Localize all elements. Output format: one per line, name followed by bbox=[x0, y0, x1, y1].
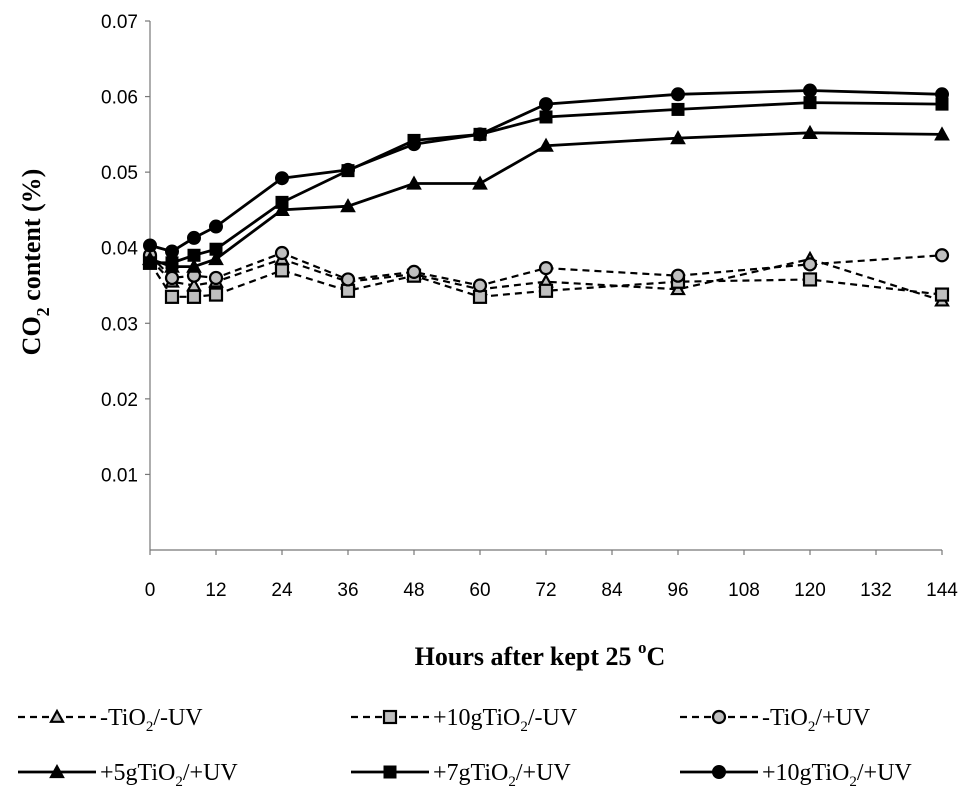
data-point bbox=[143, 256, 157, 270]
legend-marker bbox=[711, 709, 727, 725]
data-point bbox=[472, 278, 488, 293]
legend-marker bbox=[49, 708, 65, 723]
y-axis-title: CO2 content (%) bbox=[17, 169, 53, 356]
data-point bbox=[164, 270, 180, 286]
data-point bbox=[143, 238, 157, 253]
data-point bbox=[187, 230, 201, 245]
y-tick-label: 0.03 bbox=[101, 314, 138, 335]
legend-marker bbox=[49, 763, 65, 779]
data-point bbox=[274, 263, 290, 278]
legend-item: +10gTiO2/-UV bbox=[351, 705, 578, 735]
data-point bbox=[934, 248, 950, 263]
data-point bbox=[186, 258, 202, 273]
data-point bbox=[274, 201, 290, 217]
x-tick-label: 84 bbox=[601, 580, 623, 601]
data-point bbox=[406, 264, 422, 279]
series-line bbox=[149, 131, 943, 269]
y-tick-label: 0.05 bbox=[101, 163, 138, 184]
data-point bbox=[208, 251, 224, 266]
series-4 bbox=[142, 124, 950, 273]
data-point bbox=[209, 219, 223, 234]
data-point bbox=[670, 268, 686, 283]
data-point bbox=[803, 96, 817, 110]
x-tick-label: 132 bbox=[860, 580, 892, 601]
x-tick-label: 72 bbox=[535, 580, 556, 601]
data-point bbox=[934, 287, 950, 302]
legend-label: +7gTiO2/+UV bbox=[433, 760, 571, 790]
x-tick-label: 0 bbox=[145, 580, 156, 601]
x-tick-label: 12 bbox=[205, 580, 226, 601]
data-point bbox=[802, 124, 818, 139]
data-point bbox=[165, 244, 179, 259]
x-tick-label: 120 bbox=[794, 580, 826, 601]
series-6 bbox=[143, 83, 949, 259]
data-point bbox=[538, 261, 554, 276]
axes: 0.01 0.02 0.03 0.04 0.05 0.06 0.07 0 12 24 36 48 60 7… bbox=[101, 12, 958, 601]
series-5 bbox=[143, 96, 949, 270]
x-tick-label: 24 bbox=[271, 580, 293, 601]
data-point bbox=[186, 289, 202, 304]
y-tick-label: 0.01 bbox=[101, 465, 138, 486]
data-point bbox=[802, 272, 818, 287]
data-point bbox=[472, 175, 488, 190]
legend-item: +10gTiO2/+UV bbox=[680, 760, 912, 790]
data-point bbox=[275, 171, 289, 186]
data-point bbox=[275, 195, 289, 209]
series-layer bbox=[142, 83, 950, 307]
x-tick-label: 36 bbox=[337, 580, 358, 601]
data-point bbox=[406, 175, 422, 190]
legend-label: +10gTiO2/+UV bbox=[762, 760, 912, 790]
x-tick-label: 144 bbox=[926, 580, 958, 601]
x-tick-label: 108 bbox=[728, 580, 760, 601]
data-point bbox=[340, 283, 356, 298]
x-axis-title: Hours after kept 25 oC bbox=[415, 638, 666, 671]
data-point bbox=[802, 257, 818, 272]
data-point bbox=[538, 137, 554, 152]
y-tick-label: 0.02 bbox=[101, 390, 138, 411]
legend-label: +5gTiO2/+UV bbox=[100, 760, 238, 790]
data-point bbox=[164, 289, 180, 304]
data-point bbox=[670, 130, 686, 145]
data-point bbox=[165, 256, 179, 270]
data-point bbox=[208, 287, 224, 302]
legend-label: -TiO2/+UV bbox=[762, 705, 871, 735]
legend-label: -TiO2/-UV bbox=[100, 705, 203, 735]
data-point bbox=[209, 242, 223, 256]
data-point bbox=[538, 283, 554, 298]
data-point bbox=[274, 245, 290, 261]
y-tick-label: 0.04 bbox=[101, 239, 138, 260]
data-point bbox=[671, 87, 685, 102]
data-point bbox=[539, 110, 553, 124]
y-tick-label: 0.06 bbox=[101, 88, 138, 109]
legend-marker bbox=[382, 709, 398, 725]
data-point bbox=[341, 162, 355, 177]
legend-item: -TiO2/+UV bbox=[680, 705, 871, 735]
data-point bbox=[187, 248, 201, 262]
legend-item: +5gTiO2/+UV bbox=[18, 760, 238, 790]
data-point bbox=[407, 137, 421, 152]
data-point bbox=[935, 87, 949, 102]
legend-label: +10gTiO2/-UV bbox=[433, 705, 578, 735]
data-point bbox=[539, 97, 553, 112]
legend: -TiO2/-UV +10gTiO2/-UV -TiO2/+UV +5gTiO2/+U… bbox=[18, 705, 912, 790]
legend-item: -TiO2/-UV bbox=[18, 705, 203, 735]
data-point bbox=[472, 289, 488, 304]
legend-item: +7gTiO2/+UV bbox=[351, 760, 571, 790]
data-point bbox=[671, 102, 685, 116]
x-tick-label: 60 bbox=[469, 580, 490, 601]
data-point bbox=[340, 198, 356, 213]
y-tick-label: 0.07 bbox=[101, 12, 138, 33]
data-point bbox=[208, 270, 224, 286]
data-point bbox=[803, 83, 817, 98]
x-tick-label: 96 bbox=[667, 580, 688, 601]
legend-marker bbox=[383, 765, 397, 779]
legend-marker bbox=[712, 765, 726, 779]
x-tick-label: 48 bbox=[403, 580, 424, 601]
data-point bbox=[473, 127, 487, 142]
data-point bbox=[934, 126, 950, 141]
series-line bbox=[149, 262, 943, 298]
data-point bbox=[340, 272, 356, 287]
series-line bbox=[150, 101, 943, 265]
